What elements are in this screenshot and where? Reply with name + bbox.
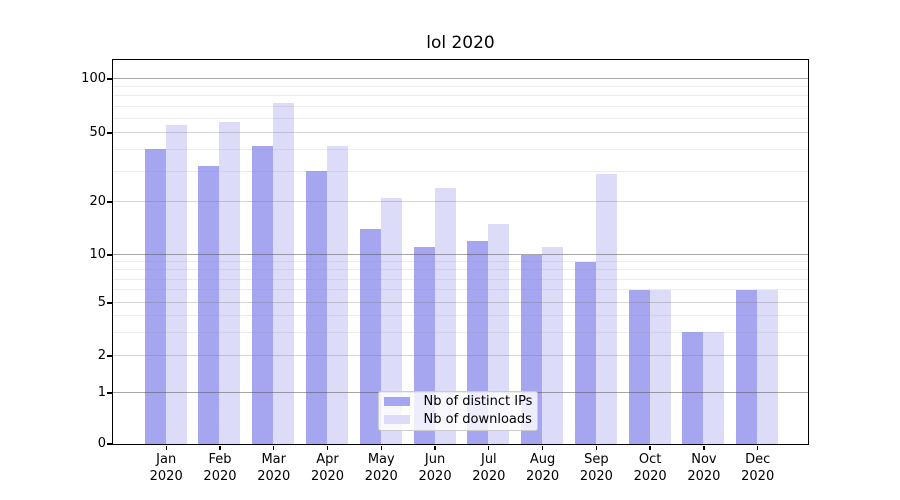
bar-distinct-ips-nov <box>682 332 704 444</box>
gridline-30 <box>112 170 808 172</box>
gridline-3 <box>112 331 808 333</box>
bar-distinct-ips-dec <box>736 289 758 444</box>
gridlines-layer <box>112 60 808 444</box>
x-tick-label-aug: Aug 2020 <box>526 452 560 484</box>
y-tick-label-5: 5 <box>97 294 106 310</box>
bar-downloads-apr <box>327 145 349 444</box>
x-tick-label-jan: Jan 2020 <box>149 452 183 484</box>
x-tick-mark-feb <box>219 445 221 450</box>
bar-downloads-aug <box>542 247 564 444</box>
x-tick-label-mar: Mar 2020 <box>257 452 291 484</box>
bar-downloads-oct <box>649 289 671 444</box>
gridline-8 <box>112 269 808 271</box>
x-tick-mark-jan <box>165 445 167 450</box>
legend: Nb of distinct IPs Nb of downloads <box>377 390 538 431</box>
gridline-20 <box>112 201 808 202</box>
x-tick-mark-oct <box>649 445 651 450</box>
y-tick-mark-1 <box>107 392 112 394</box>
bar-downloads-may <box>380 197 402 444</box>
x-tick-label-oct: Oct 2020 <box>633 452 667 484</box>
gridline-9 <box>112 261 808 263</box>
y-tick-label-50: 50 <box>89 124 106 140</box>
legend-item-downloads: Nb of downloads <box>383 412 532 427</box>
gridline-80 <box>112 95 808 97</box>
x-tick-label-sep: Sep 2020 <box>579 452 613 484</box>
x-tick-mark-nov <box>703 445 705 450</box>
gridline-6 <box>112 289 808 291</box>
y-tick-mark-0 <box>107 443 112 445</box>
x-tick-mark-aug <box>541 445 544 450</box>
x-tick-mark-apr <box>326 445 329 450</box>
x-tick-mark-jun <box>434 445 436 450</box>
y-tick-mark-5 <box>107 302 112 304</box>
bar-downloads-jun <box>434 187 456 444</box>
chart-title: lol 2020 <box>426 33 495 53</box>
legend-label-downloads: Nb of downloads <box>423 412 532 427</box>
x-tick-mark-dec <box>757 445 759 450</box>
x-tick-label-nov: Nov 2020 <box>687 452 721 484</box>
bar-distinct-ips-sep <box>574 261 596 444</box>
bar-distinct-ips-jan <box>144 149 166 444</box>
bar-downloads-nov <box>703 332 725 444</box>
gridline-100 <box>112 78 808 79</box>
bar-downloads-feb <box>219 122 241 444</box>
bar-downloads-jul <box>488 223 510 444</box>
y-tick-mark-20 <box>107 201 112 203</box>
bar-distinct-ips-feb <box>198 166 220 444</box>
x-tick-mark-mar <box>273 445 275 450</box>
gridline-60 <box>112 117 808 119</box>
x-tick-label-may: May 2020 <box>364 452 398 484</box>
y-tick-label-1: 1 <box>97 385 106 400</box>
x-tick-label-apr: Apr 2020 <box>310 452 345 484</box>
x-tick-label-jul: Jul 2020 <box>472 452 506 484</box>
legend-label-distinct-ips: Nb of distinct IPs <box>423 394 533 409</box>
gridline-7 <box>112 278 808 280</box>
x-tick-label-jun: Jun 2020 <box>418 452 452 484</box>
y-tick-mark-10 <box>107 254 112 256</box>
y-tick-label-2: 2 <box>97 347 106 363</box>
bar-downloads-jan <box>165 125 187 444</box>
x-tick-label-dec: Dec 2020 <box>741 452 775 484</box>
bar-distinct-ips-mar <box>252 145 274 444</box>
gridline-10 <box>112 254 808 255</box>
legend-swatch-distinct-ips-icon <box>383 397 410 406</box>
gridline-5 <box>112 302 808 303</box>
bar-distinct-ips-oct <box>628 289 650 444</box>
x-tick-mark-jul <box>488 445 490 450</box>
plot-area: Nb of distinct IPs Nb of downloads <box>111 58 809 445</box>
y-tick-label-20: 20 <box>89 194 106 209</box>
y-tick-mark-2 <box>107 355 112 357</box>
y-tick-mark-50 <box>107 132 112 134</box>
bar-distinct-ips-may <box>359 228 381 444</box>
gridline-70 <box>112 105 808 107</box>
legend-item-distinct-ips: Nb of distinct IPs <box>383 394 533 409</box>
bar-distinct-ips-apr <box>306 171 328 444</box>
bar-downloads-sep <box>595 173 617 444</box>
gridline-40 <box>112 148 808 150</box>
bar-downloads-mar <box>273 103 295 444</box>
gridline-90 <box>112 86 808 88</box>
gridline-50 <box>112 132 808 133</box>
gridline-2 <box>112 355 808 356</box>
x-tick-mark-sep <box>595 445 598 450</box>
y-tick-mark-100 <box>107 78 112 80</box>
x-tick-label-feb: Feb 2020 <box>203 452 237 484</box>
y-tick-label-10: 10 <box>89 246 106 262</box>
y-tick-label-0: 0 <box>97 436 106 451</box>
y-tick-label-100: 100 <box>81 71 106 86</box>
gridline-4 <box>112 314 808 316</box>
bar-downloads-dec <box>757 289 779 444</box>
legend-swatch-downloads-icon <box>383 415 410 424</box>
x-tick-mark-may <box>380 445 382 450</box>
